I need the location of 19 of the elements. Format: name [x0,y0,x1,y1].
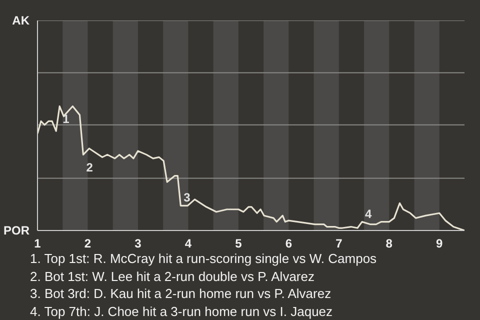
x-tick-label: 6 [285,236,292,250]
annotation: 1 [62,112,70,126]
annotation: 4 [365,206,372,221]
x-tick-label: 7 [336,236,343,250]
annotation: 3 [184,190,191,205]
x-tick-label: 4 [184,236,192,250]
x-tick-label: 9 [436,236,444,250]
x-tick-label: 2 [84,236,92,250]
text: 4. Top 7th: J. Choe hit a 3-run home run vs I. Jaquez [30,302,334,320]
x-tick-label: 8 [386,236,393,250]
annotation: 2 [86,160,94,175]
text: 3. Bot 3rd: D. Kau hit a 2-run home run vs P. Alvarez [30,285,332,302]
text: AK [12,14,30,28]
x-tick-label: 1 [34,236,42,250]
x-tick-label: 3 [134,236,142,250]
text: 1. Top 1st: R. McCray hit a run-scoring single vs W. Campos [30,250,377,268]
x-tick-label: 5 [235,236,242,250]
text: 2. Bot 1st: W. Lee hit a 2-run double vs P. Alvarez [30,268,316,285]
text: POR [3,224,30,238]
